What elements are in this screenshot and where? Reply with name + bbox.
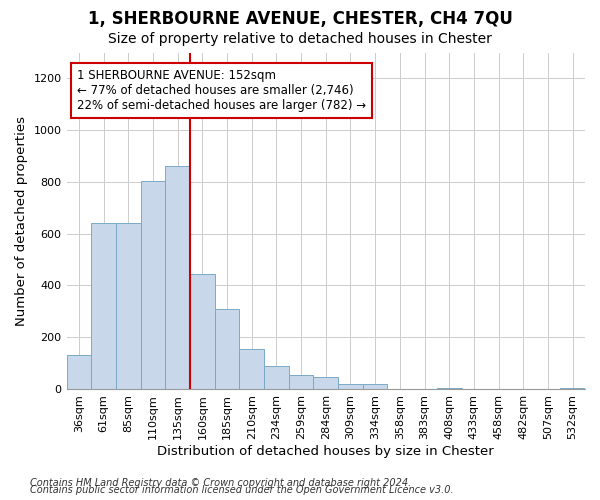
Bar: [560, 388, 585, 389]
Text: 1 SHERBOURNE AVENUE: 152sqm
← 77% of detached houses are smaller (2,746)
22% of : 1 SHERBOURNE AVENUE: 152sqm ← 77% of det…: [77, 70, 366, 112]
Bar: [116, 224, 140, 389]
Bar: [363, 384, 388, 389]
Bar: [67, 356, 91, 389]
Text: Contains public sector information licensed under the Open Government Licence v3: Contains public sector information licen…: [30, 485, 454, 495]
Bar: [437, 388, 461, 389]
Bar: [165, 166, 190, 389]
Bar: [91, 224, 116, 389]
Bar: [190, 274, 215, 389]
Bar: [215, 308, 239, 389]
Text: 1, SHERBOURNE AVENUE, CHESTER, CH4 7QU: 1, SHERBOURNE AVENUE, CHESTER, CH4 7QU: [88, 10, 512, 28]
X-axis label: Distribution of detached houses by size in Chester: Distribution of detached houses by size …: [157, 444, 494, 458]
Text: Contains HM Land Registry data © Crown copyright and database right 2024.: Contains HM Land Registry data © Crown c…: [30, 478, 411, 488]
Text: Size of property relative to detached houses in Chester: Size of property relative to detached ho…: [108, 32, 492, 46]
Bar: [313, 378, 338, 389]
Bar: [264, 366, 289, 389]
Bar: [289, 374, 313, 389]
Bar: [140, 180, 165, 389]
Bar: [239, 349, 264, 389]
Y-axis label: Number of detached properties: Number of detached properties: [15, 116, 28, 326]
Bar: [338, 384, 363, 389]
